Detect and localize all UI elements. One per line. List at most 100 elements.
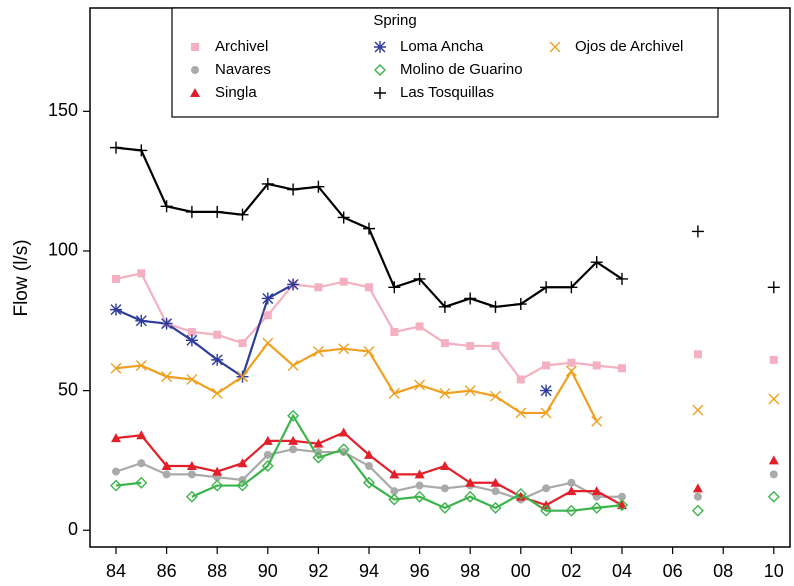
marker-shape <box>135 144 148 157</box>
x-tick-label: 92 <box>308 561 328 581</box>
marker-shape <box>263 311 272 320</box>
marker <box>768 393 780 405</box>
legend-label: Molino de Guarino <box>400 61 523 78</box>
marker-shape <box>160 317 173 330</box>
marker <box>186 461 197 471</box>
marker-shape <box>490 477 501 487</box>
marker-shape <box>212 466 223 476</box>
marker <box>616 499 628 512</box>
marker <box>261 177 274 190</box>
marker <box>489 300 502 313</box>
marker <box>692 404 704 416</box>
marker <box>769 355 778 364</box>
marker <box>592 361 601 370</box>
marker-shape <box>374 87 386 99</box>
marker-shape <box>363 476 375 489</box>
marker-shape <box>567 478 576 487</box>
marker <box>363 346 375 358</box>
marker-shape <box>693 350 702 359</box>
marker-shape <box>693 492 702 501</box>
marker <box>413 272 426 285</box>
marker <box>161 461 172 471</box>
marker-shape <box>262 337 274 349</box>
marker <box>514 487 527 500</box>
marker-shape <box>591 415 603 427</box>
marker <box>287 278 300 291</box>
marker <box>618 364 626 373</box>
marker <box>616 272 628 285</box>
marker <box>287 359 299 371</box>
marker <box>237 458 248 468</box>
marker <box>691 225 704 238</box>
legend-label: Archivel <box>215 38 268 55</box>
marker <box>191 43 199 51</box>
marker <box>438 300 451 313</box>
marker-shape <box>413 272 426 285</box>
marker-shape <box>464 490 477 503</box>
marker-shape <box>338 343 350 355</box>
marker <box>236 479 249 492</box>
marker-shape <box>236 208 249 221</box>
marker-shape <box>769 355 778 364</box>
marker <box>261 460 274 472</box>
marker <box>439 387 451 399</box>
marker <box>312 346 324 358</box>
marker-shape <box>288 435 299 445</box>
x-tick-label: 04 <box>612 561 632 581</box>
marker <box>287 183 300 196</box>
marker <box>390 487 399 496</box>
marker <box>692 483 703 493</box>
marker <box>590 501 603 514</box>
marker-shape <box>211 205 224 218</box>
marker <box>364 449 374 459</box>
x-tick-label: 10 <box>764 561 784 581</box>
marker-shape <box>261 292 274 305</box>
marker <box>374 87 386 99</box>
legend-box <box>171 7 719 118</box>
marker-shape <box>161 461 172 471</box>
marker <box>591 486 602 496</box>
marker <box>365 283 373 292</box>
marker <box>388 493 401 506</box>
marker-shape <box>186 373 198 385</box>
marker <box>567 478 576 487</box>
x-tick-label: 06 <box>663 561 683 581</box>
marker-shape <box>261 460 274 472</box>
marker-shape <box>592 361 601 370</box>
marker-shape <box>137 459 146 468</box>
marker-shape <box>590 256 603 269</box>
marker <box>339 277 348 286</box>
marker-shape <box>616 272 628 285</box>
marker <box>691 504 704 517</box>
marker <box>693 492 702 501</box>
x-tick-label: 94 <box>359 561 379 581</box>
marker <box>137 269 146 278</box>
marker <box>440 339 449 348</box>
marker-shape <box>287 278 300 291</box>
marker-shape <box>438 501 451 514</box>
marker <box>289 445 298 454</box>
marker <box>263 450 272 459</box>
marker <box>110 362 122 374</box>
y-tick-label: 50 <box>58 379 78 399</box>
marker <box>440 484 449 493</box>
marker <box>236 208 249 221</box>
marker <box>415 322 424 331</box>
marker-shape <box>692 404 704 416</box>
marker <box>211 205 224 218</box>
marker <box>187 470 196 479</box>
marker-shape <box>440 484 449 493</box>
marker <box>160 200 173 213</box>
marker-shape <box>549 41 561 53</box>
marker <box>390 327 399 336</box>
marker <box>136 430 147 440</box>
marker <box>161 371 173 383</box>
marker-shape <box>691 504 704 517</box>
marker-shape <box>236 479 249 492</box>
marker-shape <box>440 339 449 348</box>
marker-shape <box>287 409 300 422</box>
marker <box>591 415 603 427</box>
marker-shape <box>489 501 502 514</box>
marker <box>768 455 779 465</box>
marker-shape <box>237 371 248 383</box>
